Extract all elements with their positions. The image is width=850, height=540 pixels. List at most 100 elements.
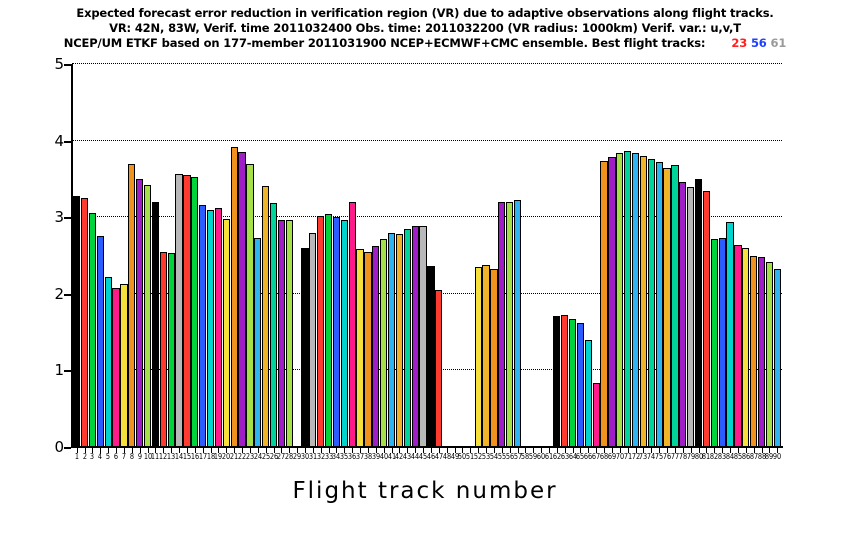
bar[interactable] [199, 204, 207, 447]
bar[interactable] [687, 186, 695, 447]
x-tick-mark [454, 448, 456, 453]
bar[interactable] [498, 201, 506, 447]
x-tick-label: 55 [497, 452, 506, 461]
bar[interactable] [285, 220, 293, 447]
bar[interactable] [742, 247, 750, 447]
bar[interactable] [309, 233, 317, 447]
bar[interactable] [301, 247, 309, 447]
bar[interactable] [569, 319, 577, 447]
bar[interactable] [159, 252, 167, 447]
bar[interactable] [136, 178, 144, 447]
bar[interactable] [143, 185, 152, 447]
bar[interactable] [269, 203, 278, 447]
bar[interactable] [639, 155, 648, 447]
bar[interactable] [734, 244, 742, 447]
bar[interactable] [608, 157, 616, 447]
x-tick-mark [611, 448, 613, 453]
bar[interactable] [151, 201, 160, 447]
bar[interactable] [679, 181, 687, 447]
bar[interactable] [380, 238, 388, 447]
bar[interactable] [395, 234, 404, 447]
bar[interactable] [96, 235, 104, 447]
y-tick-mark [64, 293, 71, 296]
bar[interactable] [694, 178, 703, 447]
bar[interactable] [474, 267, 482, 447]
bar[interactable] [411, 226, 419, 447]
bar[interactable] [238, 152, 246, 447]
bar[interactable] [600, 160, 608, 447]
bar[interactable] [482, 264, 490, 447]
bar[interactable] [277, 219, 285, 447]
bar[interactable] [222, 218, 230, 447]
bar[interactable] [104, 276, 112, 447]
x-tick-label: 43 [403, 452, 412, 461]
x-tick-mark [210, 448, 212, 453]
bar[interactable] [765, 261, 774, 447]
bar[interactable] [553, 316, 561, 447]
bar[interactable] [750, 255, 758, 447]
x-tick-label: 74 [647, 452, 656, 461]
bar[interactable] [702, 191, 711, 447]
bar[interactable] [175, 173, 183, 447]
bar[interactable] [671, 165, 679, 447]
bar[interactable] [616, 152, 624, 447]
bar[interactable] [332, 217, 341, 447]
bar[interactable] [254, 237, 262, 447]
bar[interactable] [372, 246, 380, 447]
bar[interactable] [356, 249, 364, 447]
bar[interactable] [324, 214, 333, 447]
bar[interactable] [561, 315, 569, 447]
bar[interactable] [718, 237, 726, 447]
bar[interactable] [584, 339, 592, 447]
bar[interactable] [435, 289, 443, 447]
bar[interactable] [387, 233, 396, 447]
bar[interactable] [427, 266, 435, 447]
gridline [72, 292, 782, 294]
bar[interactable] [710, 238, 718, 447]
bar[interactable] [490, 269, 498, 447]
bar[interactable] [647, 158, 655, 447]
bar[interactable] [364, 252, 372, 447]
x-tick-label: 61 [544, 452, 554, 461]
bar[interactable] [506, 201, 514, 447]
bar[interactable] [73, 195, 81, 447]
bar[interactable] [214, 208, 223, 447]
bar[interactable] [191, 177, 199, 447]
x-tick-mark [430, 448, 432, 453]
bar[interactable] [624, 151, 632, 447]
bar[interactable] [403, 229, 411, 447]
bar[interactable] [348, 201, 356, 447]
chart-title-block: Expected forecast error reduction in ver… [0, 6, 850, 51]
x-tick-mark [108, 448, 110, 453]
x-tick-mark [651, 448, 653, 453]
bar[interactable] [317, 216, 325, 447]
y-axis-labels: 0 1 2 3 4 5 [36, 55, 71, 456]
x-tick-mark [352, 448, 354, 453]
bar[interactable] [128, 163, 136, 447]
x-tick-label: 86 [741, 452, 750, 461]
bar[interactable] [513, 199, 522, 447]
bar[interactable] [419, 226, 427, 447]
bar[interactable] [757, 257, 766, 447]
bar[interactable] [167, 253, 175, 447]
bar[interactable] [206, 209, 215, 447]
bar[interactable] [663, 168, 671, 447]
bar[interactable] [773, 268, 781, 447]
bar[interactable] [726, 221, 734, 447]
bar[interactable] [80, 198, 89, 447]
bar[interactable] [340, 220, 348, 447]
bar[interactable] [88, 212, 97, 447]
x-tick-label: 89 [765, 452, 774, 461]
bar[interactable] [246, 163, 254, 447]
bar[interactable] [183, 175, 191, 447]
bar[interactable] [112, 287, 120, 447]
bar[interactable] [262, 185, 270, 447]
x-tick-label: 30 [300, 452, 310, 461]
bar[interactable] [576, 322, 585, 447]
x-tick-label: 88 [757, 452, 766, 461]
bar[interactable] [592, 382, 600, 447]
bar[interactable] [631, 152, 640, 447]
bar[interactable] [230, 146, 238, 447]
bar[interactable] [120, 283, 128, 447]
bar[interactable] [655, 162, 663, 447]
